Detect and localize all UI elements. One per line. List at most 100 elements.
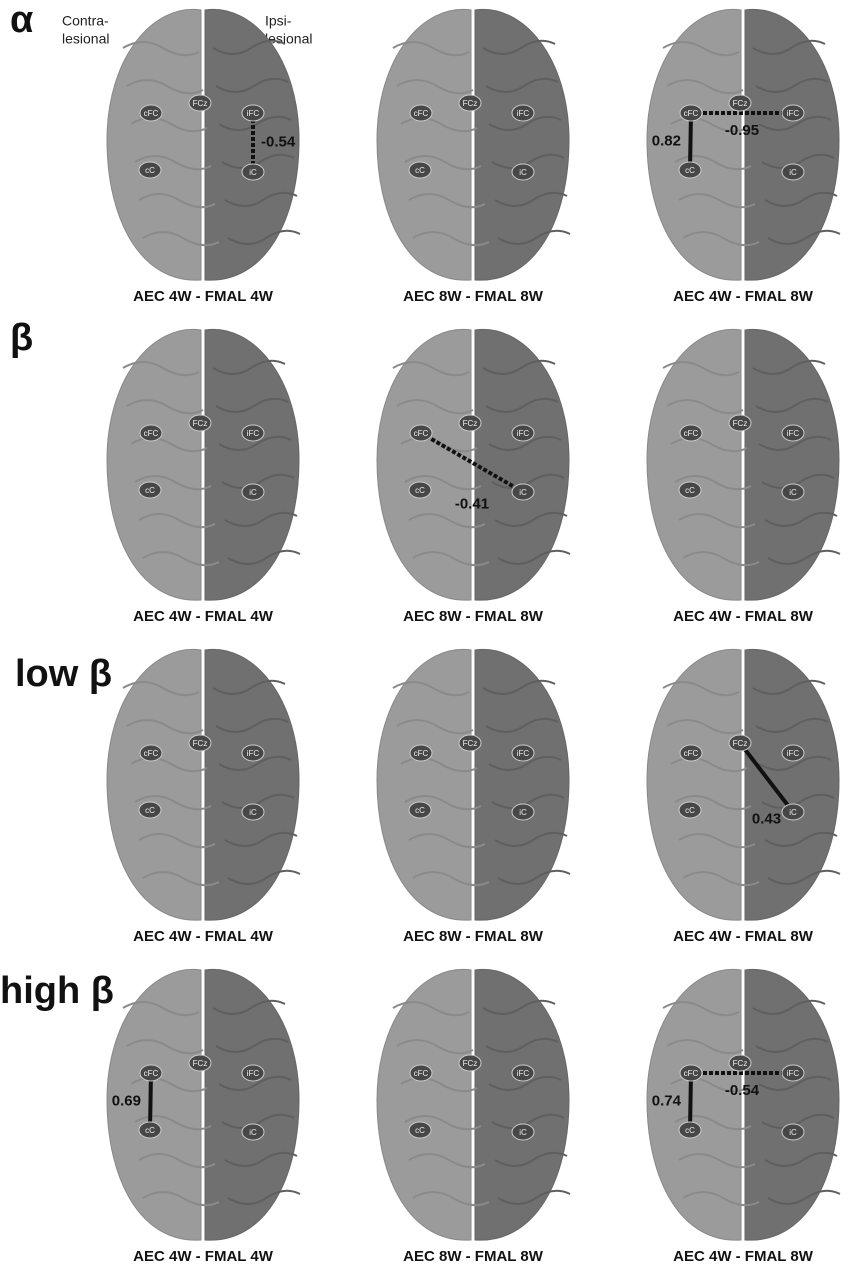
node-label: cFC (414, 109, 429, 118)
node-label: FCz (463, 1059, 478, 1068)
node-label: cC (415, 166, 425, 175)
brain-right (475, 329, 569, 600)
caption: AEC 4W - FMAL 8W (673, 608, 814, 625)
node-label: cC (145, 166, 155, 175)
caption: AEC 4W - FMAL 4W (133, 608, 274, 625)
node-label: cFC (684, 749, 699, 758)
brain-right (745, 969, 839, 1240)
band-label: high β (0, 970, 114, 1012)
caption: AEC 8W - FMAL 8W (403, 288, 544, 305)
caption: AEC 8W - FMAL 8W (403, 608, 544, 625)
connection-value: -0.54 (725, 1082, 760, 1099)
connection-value: 0.43 (752, 810, 781, 827)
connection (690, 113, 691, 170)
node-label: cC (415, 806, 425, 815)
node-label: cFC (414, 1069, 429, 1078)
node-label: cFC (684, 109, 699, 118)
connection-value: 0.82 (652, 132, 681, 149)
node-label: iC (249, 808, 257, 817)
brain-right (205, 969, 299, 1240)
node-label: iFC (787, 749, 800, 758)
node-label: cFC (144, 109, 159, 118)
node-label: cC (415, 486, 425, 495)
node-label: FCz (193, 99, 208, 108)
node-label: iFC (517, 109, 530, 118)
node-label: FCz (733, 739, 748, 748)
node-label: iFC (517, 749, 530, 758)
node-label: iFC (787, 1069, 800, 1078)
figure: Contra- lesional Ipsi- lesional αAEC 4W … (0, 0, 851, 1270)
node-label: cFC (144, 1069, 159, 1078)
connection-value: -0.41 (455, 495, 489, 512)
brain-right (745, 329, 839, 600)
node-label: FCz (733, 99, 748, 108)
side-label: lesional (62, 31, 109, 47)
node-label: cC (145, 1126, 155, 1135)
caption: AEC 4W - FMAL 4W (133, 1248, 274, 1265)
node-label: cC (685, 806, 695, 815)
node-label: iC (519, 488, 527, 497)
node-label: cC (685, 166, 695, 175)
caption: AEC 4W - FMAL 4W (133, 288, 274, 305)
caption: AEC 8W - FMAL 8W (403, 928, 544, 945)
connection-value: -0.54 (261, 133, 296, 150)
node-label: iFC (247, 109, 260, 118)
node-label: FCz (193, 1059, 208, 1068)
brain-right (205, 329, 299, 600)
caption: AEC 4W - FMAL 8W (673, 928, 814, 945)
node-label: cC (415, 1126, 425, 1135)
node-label: FCz (733, 1059, 748, 1068)
node-label: iFC (517, 1069, 530, 1078)
brain-right (475, 969, 569, 1240)
node-label: iFC (787, 109, 800, 118)
connection-value: 0.74 (652, 1092, 682, 1109)
node-label: iFC (247, 749, 260, 758)
node-label: iC (249, 1128, 257, 1137)
side-label: Ipsi- (265, 13, 292, 29)
node-label: cFC (684, 429, 699, 438)
node-label: iC (249, 488, 257, 497)
node-label: FCz (733, 419, 748, 428)
caption: AEC 4W - FMAL 8W (673, 288, 814, 305)
connection (150, 1073, 151, 1130)
brain-right (745, 9, 839, 280)
node-label: iFC (787, 429, 800, 438)
band-label: β (10, 317, 33, 359)
node-label: iC (789, 168, 797, 177)
node-label: iFC (247, 429, 260, 438)
brain-right (475, 649, 569, 920)
node-label: iC (519, 168, 527, 177)
node-label: FCz (463, 419, 478, 428)
node-label: iFC (517, 429, 530, 438)
node-label: cFC (144, 429, 159, 438)
brain-right (205, 649, 299, 920)
connection-value: 0.69 (112, 1092, 141, 1109)
brain-right (475, 9, 569, 280)
caption: AEC 4W - FMAL 4W (133, 928, 274, 945)
node-label: cC (685, 1126, 695, 1135)
node-label: iFC (247, 1069, 260, 1078)
node-label: iC (519, 808, 527, 817)
node-label: iC (789, 488, 797, 497)
node-label: cFC (144, 749, 159, 758)
caption: AEC 8W - FMAL 8W (403, 1248, 544, 1265)
node-label: cC (685, 486, 695, 495)
side-label: Contra- (62, 13, 109, 29)
node-label: iC (519, 1128, 527, 1137)
node-label: FCz (193, 739, 208, 748)
connection (690, 1073, 691, 1130)
node-label: cC (145, 486, 155, 495)
brain-right (745, 649, 839, 920)
node-label: iC (789, 1128, 797, 1137)
node-label: cC (145, 806, 155, 815)
node-label: FCz (463, 739, 478, 748)
node-label: FCz (463, 99, 478, 108)
node-label: cFC (414, 749, 429, 758)
caption: AEC 4W - FMAL 8W (673, 1248, 814, 1265)
band-label: low β (15, 653, 112, 695)
connection-value: -0.95 (725, 122, 759, 139)
node-label: cFC (684, 1069, 699, 1078)
node-label: cFC (414, 429, 429, 438)
band-label: α (10, 0, 33, 41)
node-label: iC (249, 168, 257, 177)
